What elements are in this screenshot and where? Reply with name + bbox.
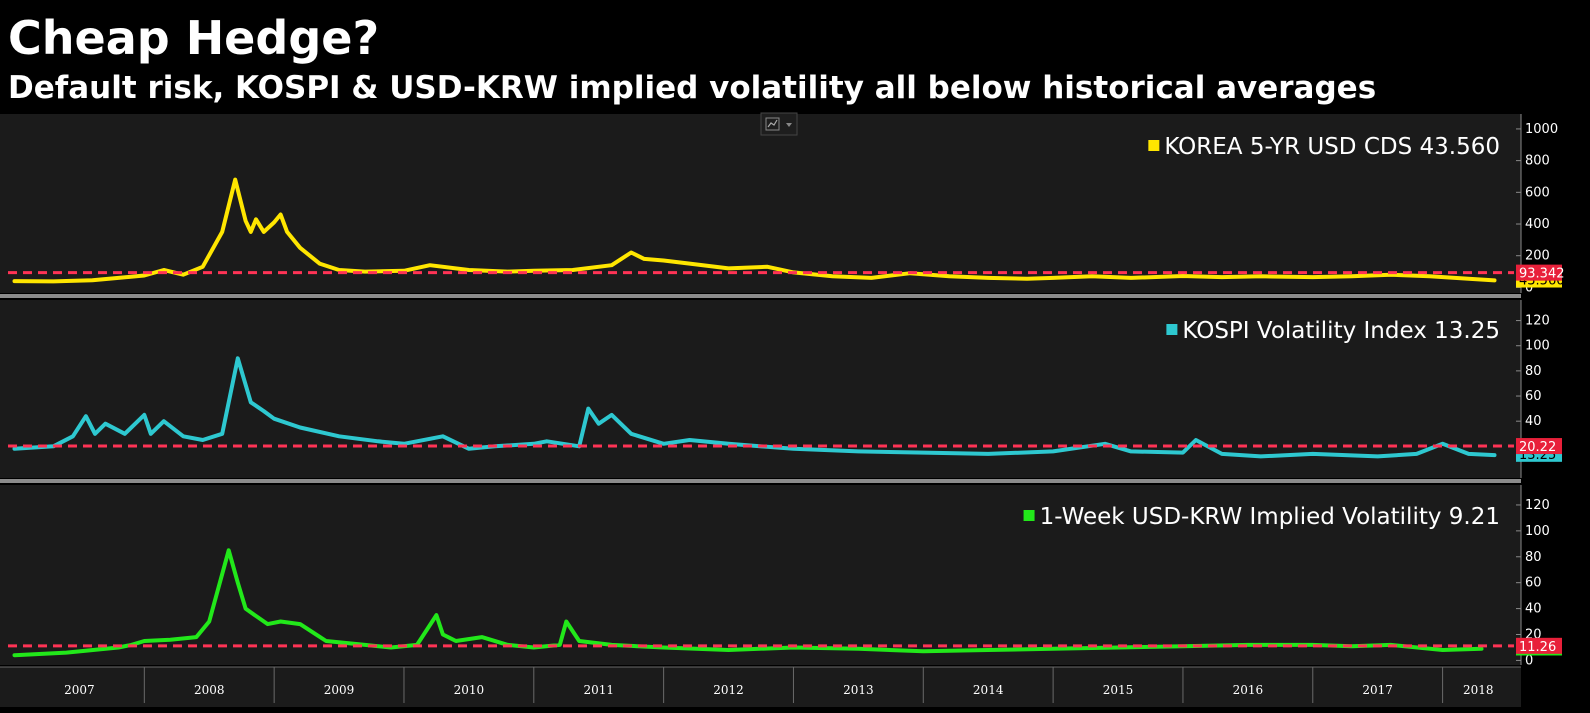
panel-background (0, 485, 1521, 665)
x-tick-label: 2010 (454, 683, 485, 697)
legend-swatch (1166, 324, 1178, 335)
x-tick-label: 2018 (1463, 683, 1494, 697)
x-tick-label: 2013 (843, 683, 874, 697)
x-tick-label: 2016 (1233, 683, 1264, 697)
x-tick-label: 2009 (324, 683, 355, 697)
legend-label: KOSPI Volatility Index 13.25 (1182, 318, 1500, 344)
line-chart-icon (765, 117, 780, 131)
series-line (12, 177, 1497, 284)
y-tick-label: 120 (1525, 498, 1550, 513)
y-tick-label: 100 (1525, 339, 1550, 354)
average-badge (1516, 637, 1562, 654)
legend-label: 1-Week USD-KRW Implied Volatility 9.21 (1040, 504, 1500, 530)
panel-background (0, 300, 1521, 478)
y-tick-label: 600 (1525, 185, 1550, 200)
x-tick-label: 2014 (973, 683, 1004, 697)
average-label: 20.22 (1519, 440, 1556, 455)
y-tick-label: 200 (1525, 249, 1550, 264)
x-axis-background (0, 667, 1521, 707)
x-tick-label: 2017 (1362, 683, 1393, 697)
panel-separator (0, 479, 1521, 483)
chart-type-button[interactable] (760, 112, 798, 136)
y-tick-label: 60 (1525, 576, 1542, 591)
legend-label: KOREA 5-YR USD CDS 43.560 (1164, 134, 1500, 160)
y-tick-label: 800 (1525, 154, 1550, 169)
x-tick-label: 2007 (64, 683, 95, 697)
y-tick-label: 40 (1525, 414, 1542, 429)
x-tick-label: 2011 (583, 683, 614, 697)
panel-separator (0, 294, 1521, 298)
average-badge (1516, 264, 1562, 281)
average-badge (1516, 438, 1562, 455)
panel-3: 0204060801001209.2111.261-Week USD-KRW I… (0, 485, 1562, 668)
legend-swatch (1148, 140, 1160, 151)
x-tick-label: 2015 (1103, 683, 1134, 697)
y-tick-label: 40 (1525, 602, 1542, 617)
y-tick-label: 400 (1525, 217, 1550, 232)
legend-swatch (1023, 510, 1035, 521)
series-line (12, 356, 1497, 459)
average-label: 11.26 (1519, 640, 1556, 655)
y-tick-label: 80 (1525, 550, 1542, 565)
average-label: 93.342 (1519, 267, 1565, 282)
x-axis: 2007 2008 2009 2010 2011 2012 2013 2014 2015 2016… (0, 666, 1521, 707)
y-tick-label: 0 (1525, 280, 1533, 295)
panel-background (0, 114, 1521, 293)
x-tick-label: 2008 (194, 683, 225, 697)
series-line (12, 548, 1484, 658)
y-tick-label: 0 (1525, 653, 1533, 668)
y-tick-label: 60 (1525, 389, 1542, 404)
y-tick-label: 80 (1525, 364, 1542, 379)
chart-title: Cheap Hedge? (8, 11, 380, 65)
y-tick-label: 120 (1525, 314, 1550, 329)
chart-subtitle: Default risk, KOSPI & USD-KRW implied vo… (8, 70, 1377, 106)
chevron-down-icon (786, 123, 792, 127)
y-tick-label: 1000 (1525, 122, 1558, 137)
y-tick-label: 100 (1525, 524, 1550, 539)
x-tick-label: 2012 (713, 683, 744, 697)
